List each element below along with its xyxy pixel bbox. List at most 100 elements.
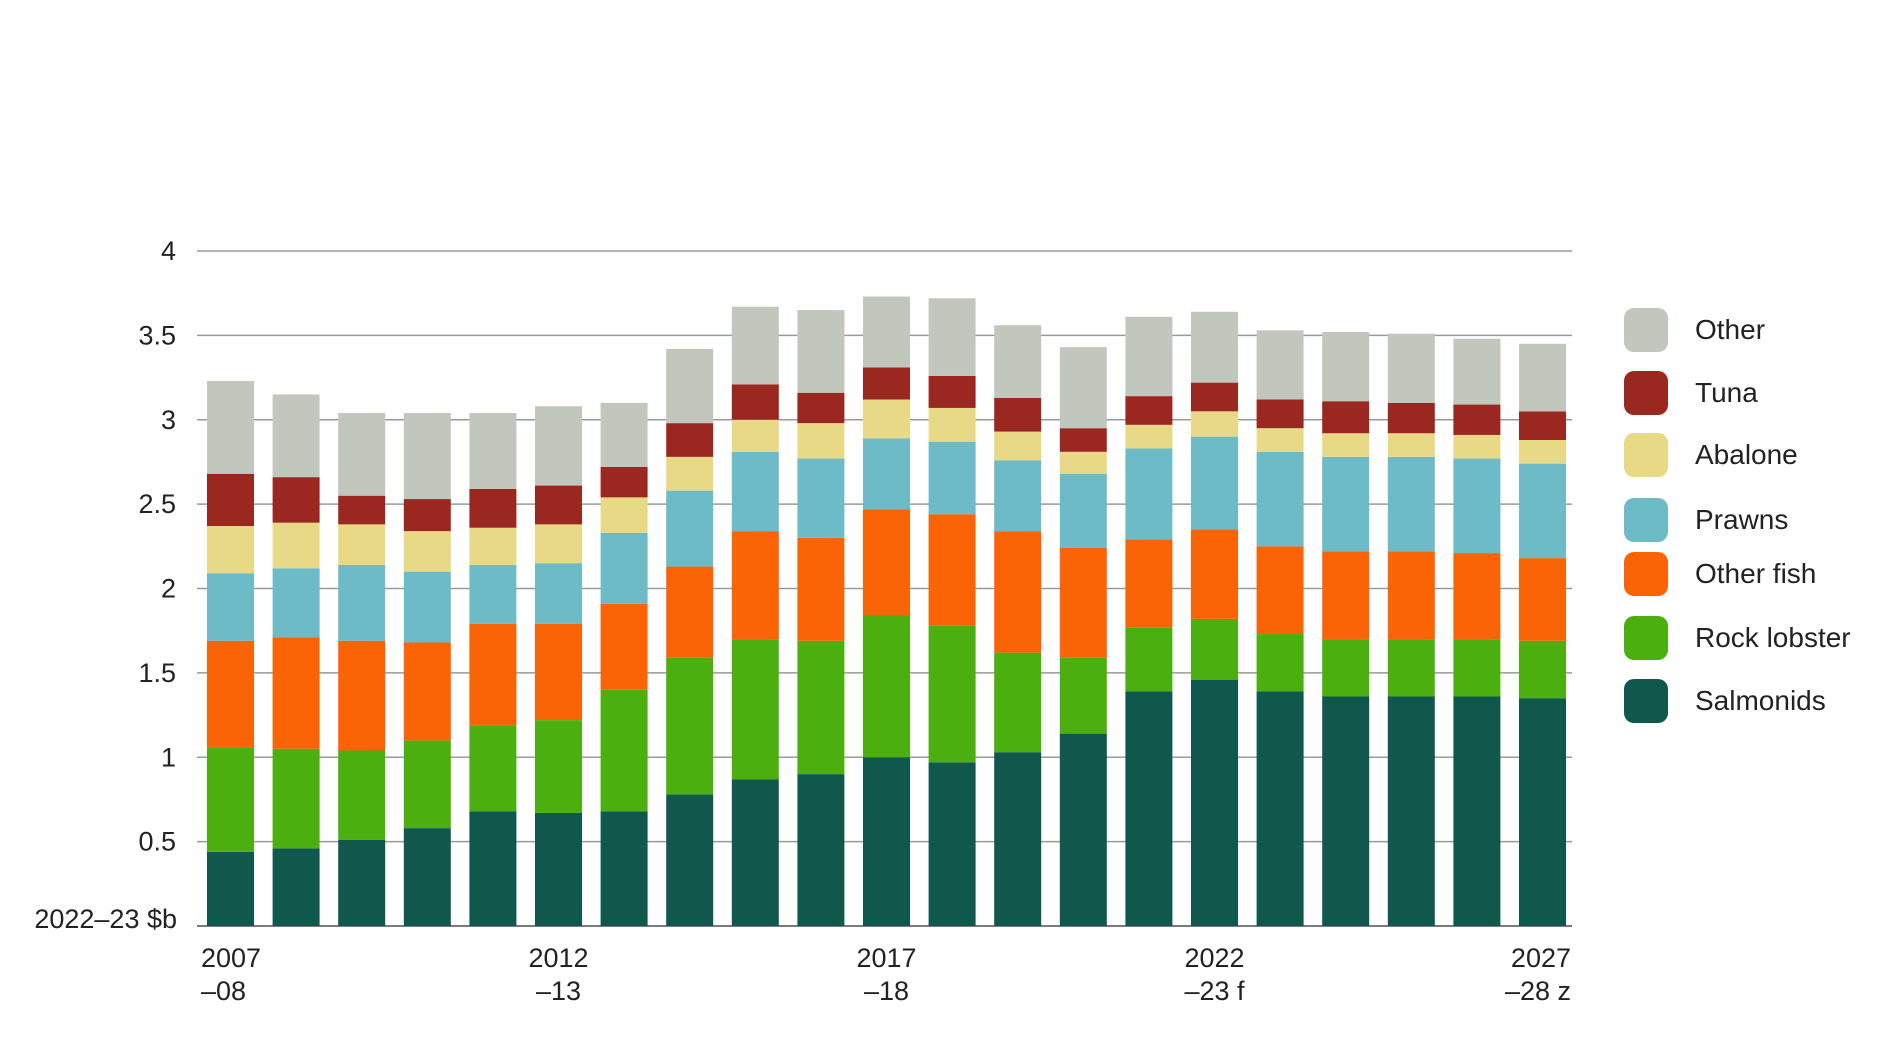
bar-segment-salmonids <box>1387 696 1435 926</box>
bar-stack <box>207 380 254 926</box>
bar-segment-abalone <box>928 407 976 442</box>
bar-segment-abalone <box>1453 434 1501 459</box>
bar-segment-salmonids <box>994 752 1042 926</box>
bar-segment-other-fish <box>731 531 779 640</box>
y-tick-label: 2.5 <box>138 489 176 519</box>
bar-segment-salmonids <box>535 812 582 926</box>
bar-segment-abalone <box>666 456 714 491</box>
bar-segment-other <box>797 310 845 393</box>
bar-stack <box>272 394 320 926</box>
y-tick-label: 3 <box>161 405 176 435</box>
x-tick-label: 2007 <box>201 943 261 973</box>
bar-segment-prawns <box>1519 463 1566 559</box>
bar-segment-rock-lobster <box>1453 639 1501 697</box>
x-tick-label: –18 <box>864 976 909 1006</box>
bar-segment-prawns <box>469 564 517 624</box>
bar-segment-rock-lobster <box>928 625 976 763</box>
y-tick-label: 3.5 <box>138 320 176 350</box>
bar-segment-rock-lobster <box>863 615 910 758</box>
x-tick-label: 2022 <box>1184 943 1244 973</box>
bar-stack <box>403 413 451 926</box>
y-tick-label: 0.5 <box>138 827 176 857</box>
bar-segment-prawns <box>731 451 779 532</box>
bar-segment-tuna <box>207 473 254 527</box>
legend-label: Other <box>1695 314 1765 345</box>
bar-segment-tuna <box>797 392 845 424</box>
x-tick-label: –08 <box>201 976 246 1006</box>
bar-segment-rock-lobster <box>403 740 451 829</box>
bar-segment-other-fish <box>272 637 320 749</box>
bar-segment-abalone <box>403 531 451 572</box>
bar-segment-rock-lobster <box>1256 634 1304 692</box>
bar-segment-rock-lobster <box>994 652 1042 753</box>
legend-label: Prawns <box>1695 504 1788 535</box>
bar-segment-abalone <box>600 497 648 533</box>
bar-segment-tuna <box>1519 411 1566 440</box>
bar-segment-abalone <box>272 522 320 569</box>
bar-segment-other <box>1453 338 1501 405</box>
bar-stack <box>1387 333 1435 926</box>
bar-segment-other-fish <box>1059 548 1107 658</box>
bar-segment-other <box>1191 311 1238 383</box>
bar-segment-salmonids <box>1125 691 1173 926</box>
bar-segment-other <box>863 296 910 368</box>
bar-segment-rock-lobster <box>1387 639 1435 697</box>
bar-segment-salmonids <box>1059 733 1107 926</box>
x-tick-label: 2012 <box>528 943 588 973</box>
bar-segment-other-fish <box>994 531 1042 653</box>
bar-segment-other <box>1059 347 1107 429</box>
bar-segment-prawns <box>863 438 910 510</box>
y-tick-label: 4 <box>161 236 176 266</box>
bar-stack <box>928 298 976 926</box>
legend-swatch <box>1624 679 1668 723</box>
bar-stack <box>797 310 845 926</box>
bar-stack <box>1125 316 1173 926</box>
bar-segment-tuna <box>403 499 451 532</box>
bar-segment-abalone <box>731 419 779 452</box>
legend-item: Abalone <box>1624 433 1798 477</box>
bar-segment-salmonids <box>272 848 320 926</box>
bar-segment-rock-lobster <box>1125 627 1173 692</box>
bar-stack <box>1059 347 1107 926</box>
bar-stack <box>1256 330 1304 926</box>
bar-segment-other-fish <box>1519 558 1566 641</box>
legend-item: Rock lobster <box>1624 616 1851 660</box>
bar-segment-other-fish <box>797 537 845 641</box>
bar-segment-abalone <box>1256 428 1304 452</box>
y-axis: 0.5 1 1.5 2 2.5 3 3.5 4 <box>138 236 176 857</box>
bar-segment-rock-lobster <box>535 720 582 813</box>
bar-segment-tuna <box>600 467 648 498</box>
legend-label: Abalone <box>1695 439 1798 470</box>
bar-segment-prawns <box>1191 436 1238 530</box>
bar-segment-tuna <box>272 477 320 523</box>
bar-segment-abalone <box>207 526 254 574</box>
legend-swatch <box>1624 616 1668 660</box>
bar-segment-rock-lobster <box>666 657 714 795</box>
bar-segment-other-fish <box>600 603 648 690</box>
legend-swatch <box>1624 308 1668 352</box>
bar-segment-tuna <box>338 495 386 525</box>
bar-segment-tuna <box>1256 399 1304 429</box>
x-axis: 2007–08 2012–13 2017–18 2022–23 f 2027–28 z <box>201 943 1571 1006</box>
bar-stack <box>666 348 714 926</box>
bar-segment-salmonids <box>1453 696 1501 926</box>
legend: Other Tuna Abalone Prawns Other fish Rock lob… <box>1624 308 1851 723</box>
legend-item: Other <box>1624 308 1765 352</box>
bar-segment-abalone <box>535 524 582 564</box>
bar-segment-prawns <box>1322 456 1370 552</box>
bar-stack <box>1322 332 1370 926</box>
bar-segment-other-fish <box>928 514 976 626</box>
bar-segment-other <box>207 380 254 474</box>
bar-segment-tuna <box>994 397 1042 432</box>
bar-stack <box>535 406 582 926</box>
x-tick-label: 2017 <box>856 943 916 973</box>
bar-segment-salmonids <box>1322 696 1370 926</box>
bar-segment-tuna <box>928 375 976 408</box>
y-axis-unit-label: 2022–23 $b <box>34 904 177 934</box>
bar-segment-other <box>1387 333 1435 403</box>
bar-segment-other-fish <box>1191 529 1238 619</box>
legend-swatch <box>1624 552 1668 596</box>
bar-segment-abalone <box>1125 424 1173 449</box>
bar-segment-tuna <box>666 423 714 457</box>
bar-segment-salmonids <box>469 811 517 926</box>
